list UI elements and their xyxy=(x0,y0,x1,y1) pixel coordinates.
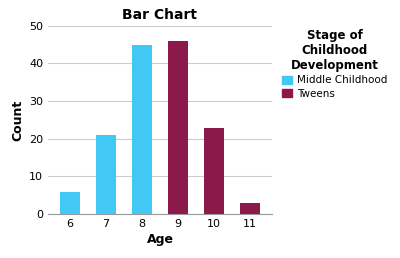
Bar xyxy=(60,191,80,214)
Bar xyxy=(132,45,152,214)
Bar xyxy=(168,41,188,214)
Bar xyxy=(96,135,116,214)
Bar xyxy=(204,127,224,214)
Legend: Middle Childhood, Tweens: Middle Childhood, Tweens xyxy=(280,27,390,101)
Bar xyxy=(240,203,260,214)
X-axis label: Age: Age xyxy=(146,233,174,246)
Y-axis label: Count: Count xyxy=(12,99,25,141)
Title: Bar Chart: Bar Chart xyxy=(122,8,198,22)
